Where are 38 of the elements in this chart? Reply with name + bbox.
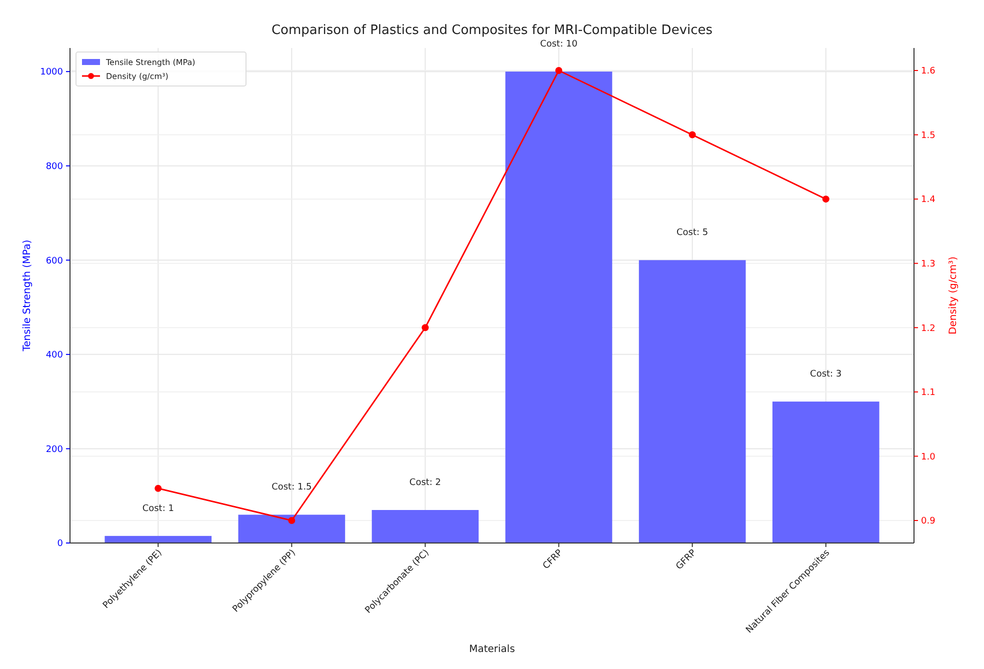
chart-title: Comparison of Plastics and Composites for MRI-Compatible Devices	[271, 23, 713, 38]
bar	[505, 72, 612, 543]
y2-tick-label: 1.3	[921, 260, 936, 270]
point	[422, 324, 429, 332]
y-tick-label: 200	[46, 444, 64, 455]
point	[555, 67, 562, 74]
point	[154, 484, 162, 492]
point	[822, 196, 830, 203]
x-axis-title: Materials	[469, 644, 515, 655]
y2-tick-label: 1.5	[921, 130, 936, 141]
bar	[104, 536, 212, 543]
y2-tick-label: 1.4	[921, 195, 936, 206]
y-tick-label: 0	[57, 539, 64, 550]
annotation: Cost: 10	[540, 40, 578, 50]
y-tick-label: 400	[46, 350, 64, 361]
bar	[772, 402, 880, 543]
y-tick-label: 600	[46, 256, 64, 266]
y2-tick-label: 1.6	[921, 66, 936, 77]
point	[688, 131, 696, 138]
bar	[638, 260, 746, 543]
y2-tick-label: 0.9	[921, 516, 936, 527]
bar	[238, 514, 346, 543]
y-tick-label: 1000	[40, 68, 64, 78]
annotation: Cost: 5	[676, 228, 708, 238]
annotation: Cost: 1	[142, 504, 174, 514]
y-axis-title: Tensile Strength (MPa)	[22, 240, 33, 352]
bar	[372, 510, 479, 543]
legend-label: Density (g/cm³)	[106, 72, 168, 81]
annotation: Cost: 3	[810, 370, 842, 380]
y2-tick-label: 1.2	[921, 324, 936, 334]
y-tick-label: 800	[46, 162, 64, 172]
y2-tick-label: 1.1	[921, 388, 936, 398]
y2-tick-label: 1.0	[921, 452, 936, 462]
legend-label: Tensile Strength (MPa)	[105, 58, 196, 67]
point	[288, 517, 296, 524]
annotation: Cost: 2	[409, 478, 442, 488]
y2-axis-title: Density (g/cm³)	[948, 256, 959, 334]
annotation: Cost: 1.5	[272, 482, 312, 493]
